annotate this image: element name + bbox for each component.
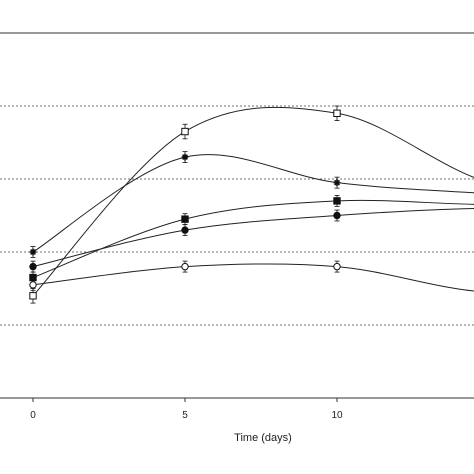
data-point-filled-square — [333, 197, 341, 205]
data-point-filled-square — [181, 215, 189, 223]
data-point-open-square — [29, 292, 37, 300]
x-axis-ticks: 0510152025 — [30, 398, 343, 421]
x-axis-title: Time (days) — [234, 432, 292, 444]
data-point-open-circle — [181, 262, 189, 271]
data-point-open-circle — [29, 281, 37, 289]
data-point-filled-square — [29, 273, 37, 282]
series-line-open-circle — [32, 263, 474, 292]
data-point-open-square — [181, 127, 189, 136]
grid-lines — [0, 105, 474, 326]
data-point-star — [29, 248, 37, 256]
x-tick-label: 0 — [30, 410, 36, 421]
series-line-open-square — [32, 106, 474, 297]
data-point-filled-circle — [29, 262, 37, 271]
series-line-star — [32, 154, 474, 253]
x-tick-label: 5 — [182, 410, 188, 421]
series-markers — [29, 109, 341, 300]
data-point-star — [333, 179, 341, 187]
data-point-open-circle — [333, 262, 341, 271]
series-curves — [32, 106, 474, 297]
data-point-filled-circle — [333, 211, 341, 220]
series-line-filled-circle — [32, 207, 474, 268]
x-tick-label: 10 — [331, 410, 343, 421]
data-point-filled-circle — [181, 226, 189, 234]
data-point-star — [181, 153, 189, 161]
plot-frame — [0, 32, 474, 399]
series-line-filled-square — [32, 199, 474, 279]
data-point-open-square — [333, 109, 341, 117]
